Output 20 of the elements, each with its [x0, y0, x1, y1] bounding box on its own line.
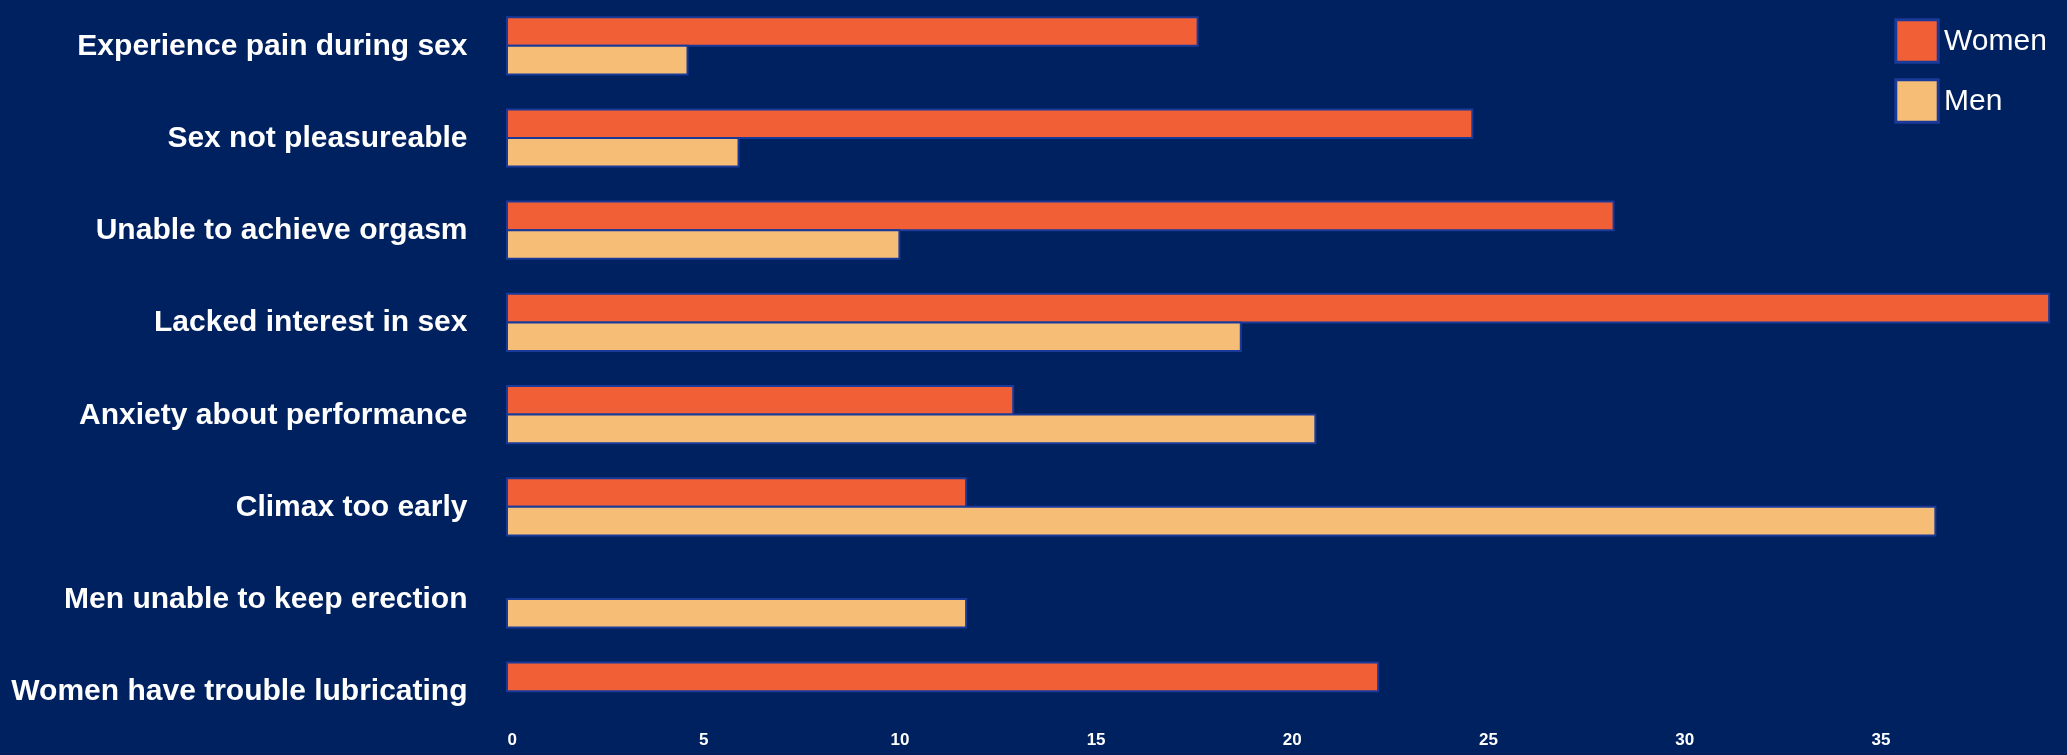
x-tick-label: 30	[1675, 729, 1695, 749]
x-tick-label: 10	[890, 729, 910, 749]
x-tick-label: 25	[1479, 729, 1498, 749]
y-tick-label: Anxiety about performance	[79, 396, 468, 430]
x-tick-label: 15	[1086, 729, 1106, 749]
y-tick-label: Experience pain during sex	[77, 27, 468, 61]
y-tick-label: Climax too early	[235, 488, 468, 522]
bar	[506, 598, 968, 629]
y-tick-label: Sex not pleasureable	[167, 120, 468, 153]
y-tick-label: Unable to achieve orgasm	[95, 212, 468, 246]
x-tick-label: 20	[1282, 729, 1302, 749]
y-tick-label: Lacked interest in sex	[154, 304, 468, 338]
x-tick-label: 0	[507, 729, 517, 749]
bar	[506, 661, 1380, 693]
x-tick-label: 5	[698, 729, 709, 749]
legend-label: Men	[1944, 83, 2003, 116]
legend-label: Women	[1944, 23, 2047, 56]
y-tick-label: Men unable to keep erection	[64, 581, 468, 614]
y-tick-label: Women have trouble lubricating	[11, 673, 468, 707]
x-tick-label: 35	[1871, 729, 1891, 749]
